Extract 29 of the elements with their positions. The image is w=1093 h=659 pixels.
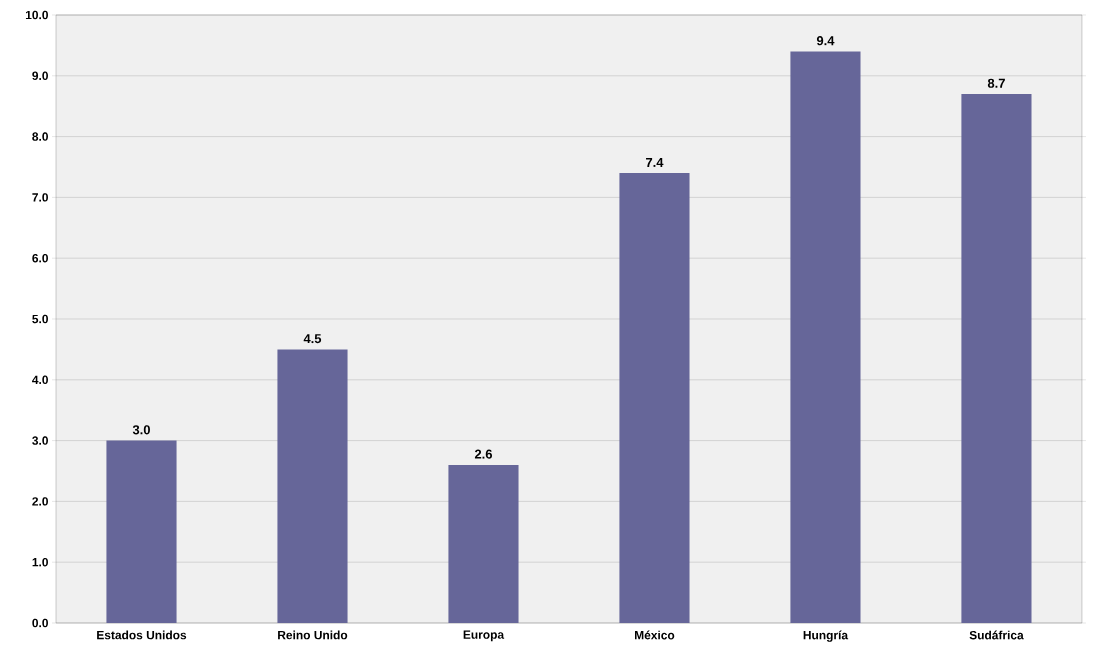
bar <box>277 349 348 623</box>
y-tick-label: 8.0 <box>32 132 48 141</box>
y-tick-label: 0.0 <box>32 618 48 628</box>
y-tick-label: 10.0 <box>25 10 48 20</box>
y-tick-label: 2.0 <box>32 497 48 506</box>
y-tick-label: 9.0 <box>32 71 48 81</box>
y-tick-label: 4.0 <box>32 375 48 385</box>
x-tick-label: Sudáfrica <box>969 630 1024 640</box>
data-label: 8.7 <box>987 78 1005 88</box>
y-tick-label: 3.0 <box>32 436 48 445</box>
data-label: 4.5 <box>303 334 322 344</box>
data-label: 7.4 <box>646 157 664 167</box>
x-tick-label: Hungría <box>803 630 849 642</box>
bar <box>790 51 861 623</box>
y-tick-label: 5.0 <box>32 314 48 324</box>
bar <box>619 173 690 623</box>
data-label: 2.6 <box>474 449 493 459</box>
bar <box>961 94 1032 623</box>
x-tick-label: Estados Unidos <box>97 630 187 640</box>
y-tick-label: 7.0 <box>32 193 48 202</box>
bar <box>448 464 519 623</box>
y-tick-label: 1.0 <box>32 557 48 567</box>
x-tick-label: México <box>635 630 675 640</box>
x-tick-label: Europa <box>463 630 505 642</box>
data-label: 3.0 <box>132 425 150 435</box>
data-label: 9.4 <box>816 36 835 46</box>
x-tick-label: Reino Unido <box>278 630 348 640</box>
y-tick-label: 6.0 <box>32 253 48 263</box>
bar <box>106 440 177 623</box>
